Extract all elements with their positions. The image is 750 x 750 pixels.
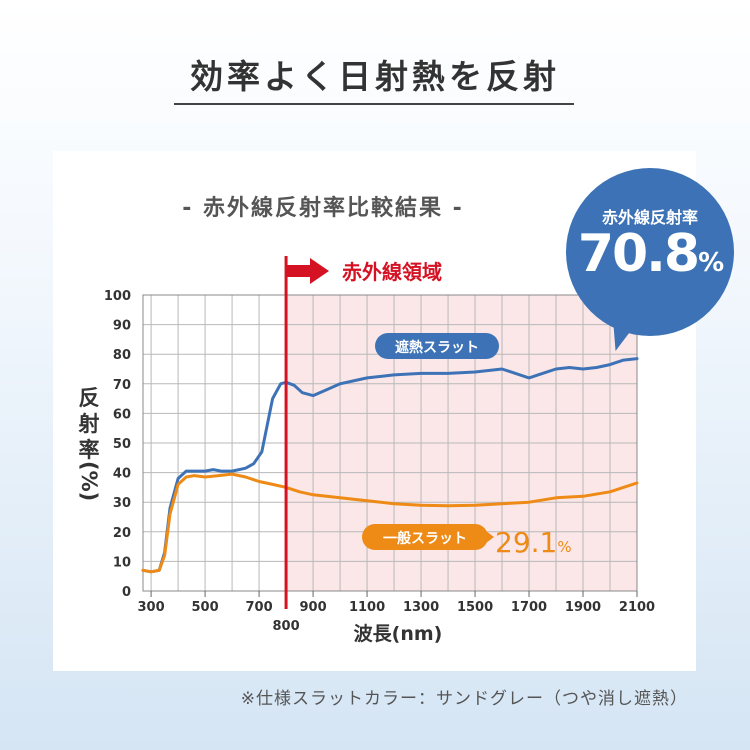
y-tick-label: 70 xyxy=(113,378,131,393)
y-tick-label: 90 xyxy=(113,319,131,334)
x-axis-label: 波長(nm) xyxy=(354,622,443,645)
x-tick-label: 800 xyxy=(273,619,300,634)
series-label-standard: 一般スラット xyxy=(383,530,467,547)
series-label-pill xyxy=(375,333,499,359)
x-tick-label: 1500 xyxy=(457,600,493,615)
ir-region-label: 赤外線領域 xyxy=(342,260,442,284)
y-tick-label: 50 xyxy=(113,437,131,452)
x-tick-label: 1700 xyxy=(511,600,547,615)
y-tick-label: 10 xyxy=(113,555,131,570)
badge-value: 70.8% xyxy=(566,224,734,284)
ir-arrow-icon xyxy=(287,258,329,284)
y-axis-label-unit: (%) xyxy=(77,461,101,502)
badge-label: 赤外線反射率 xyxy=(601,208,698,227)
y-tick-label: 0 xyxy=(122,585,131,600)
x-tick-label: 2100 xyxy=(619,600,655,615)
y-tick-label: 80 xyxy=(113,348,131,363)
heading-underline xyxy=(174,103,574,105)
x-tick-label: 300 xyxy=(138,600,165,615)
plot-frame xyxy=(142,294,638,592)
footnote: ※仕様スラットカラー：サンドグレー（つや消し遮熱） xyxy=(240,689,688,709)
badge-number: 70.8 xyxy=(577,224,700,284)
chart-subtitle: - 赤外線反射率比較結果 - xyxy=(182,196,464,221)
y-tick-label: 20 xyxy=(113,526,131,541)
series-label-heat-shield: 遮熱スラット xyxy=(395,339,479,356)
standard-reflectance-value: 29.1% xyxy=(495,526,572,559)
y-axis-label: 反 射 率 (%) xyxy=(74,385,104,502)
y-tick-label: 60 xyxy=(113,407,131,422)
y-axis-label-char: 射 xyxy=(78,412,100,436)
x-tick-label: 500 xyxy=(192,600,219,615)
x-tick-label: 1100 xyxy=(349,600,385,615)
y-axis-label-char: 反 xyxy=(78,386,100,410)
standard-reflectance-unit: % xyxy=(557,538,571,556)
x-tick-label: 900 xyxy=(299,600,326,615)
y-tick-label: 30 xyxy=(113,496,131,511)
x-tick-label: 1300 xyxy=(403,600,439,615)
y-tick-label: 100 xyxy=(104,289,131,304)
x-tick-label: 1900 xyxy=(565,600,601,615)
page-heading: 効率よく日射熱を反射 xyxy=(190,57,560,96)
y-axis-label-char: 率 xyxy=(78,438,100,462)
x-tick-label: 700 xyxy=(246,600,273,615)
standard-reflectance-number: 29.1 xyxy=(495,526,557,559)
series-line xyxy=(141,357,639,574)
badge-unit: % xyxy=(698,248,724,278)
series-pill-pointer xyxy=(486,531,494,543)
y-tick-label: 40 xyxy=(113,467,131,482)
ir-reflectance-badge: 赤外線反射率 70.8% xyxy=(566,168,734,336)
series-label-pill xyxy=(362,524,488,550)
